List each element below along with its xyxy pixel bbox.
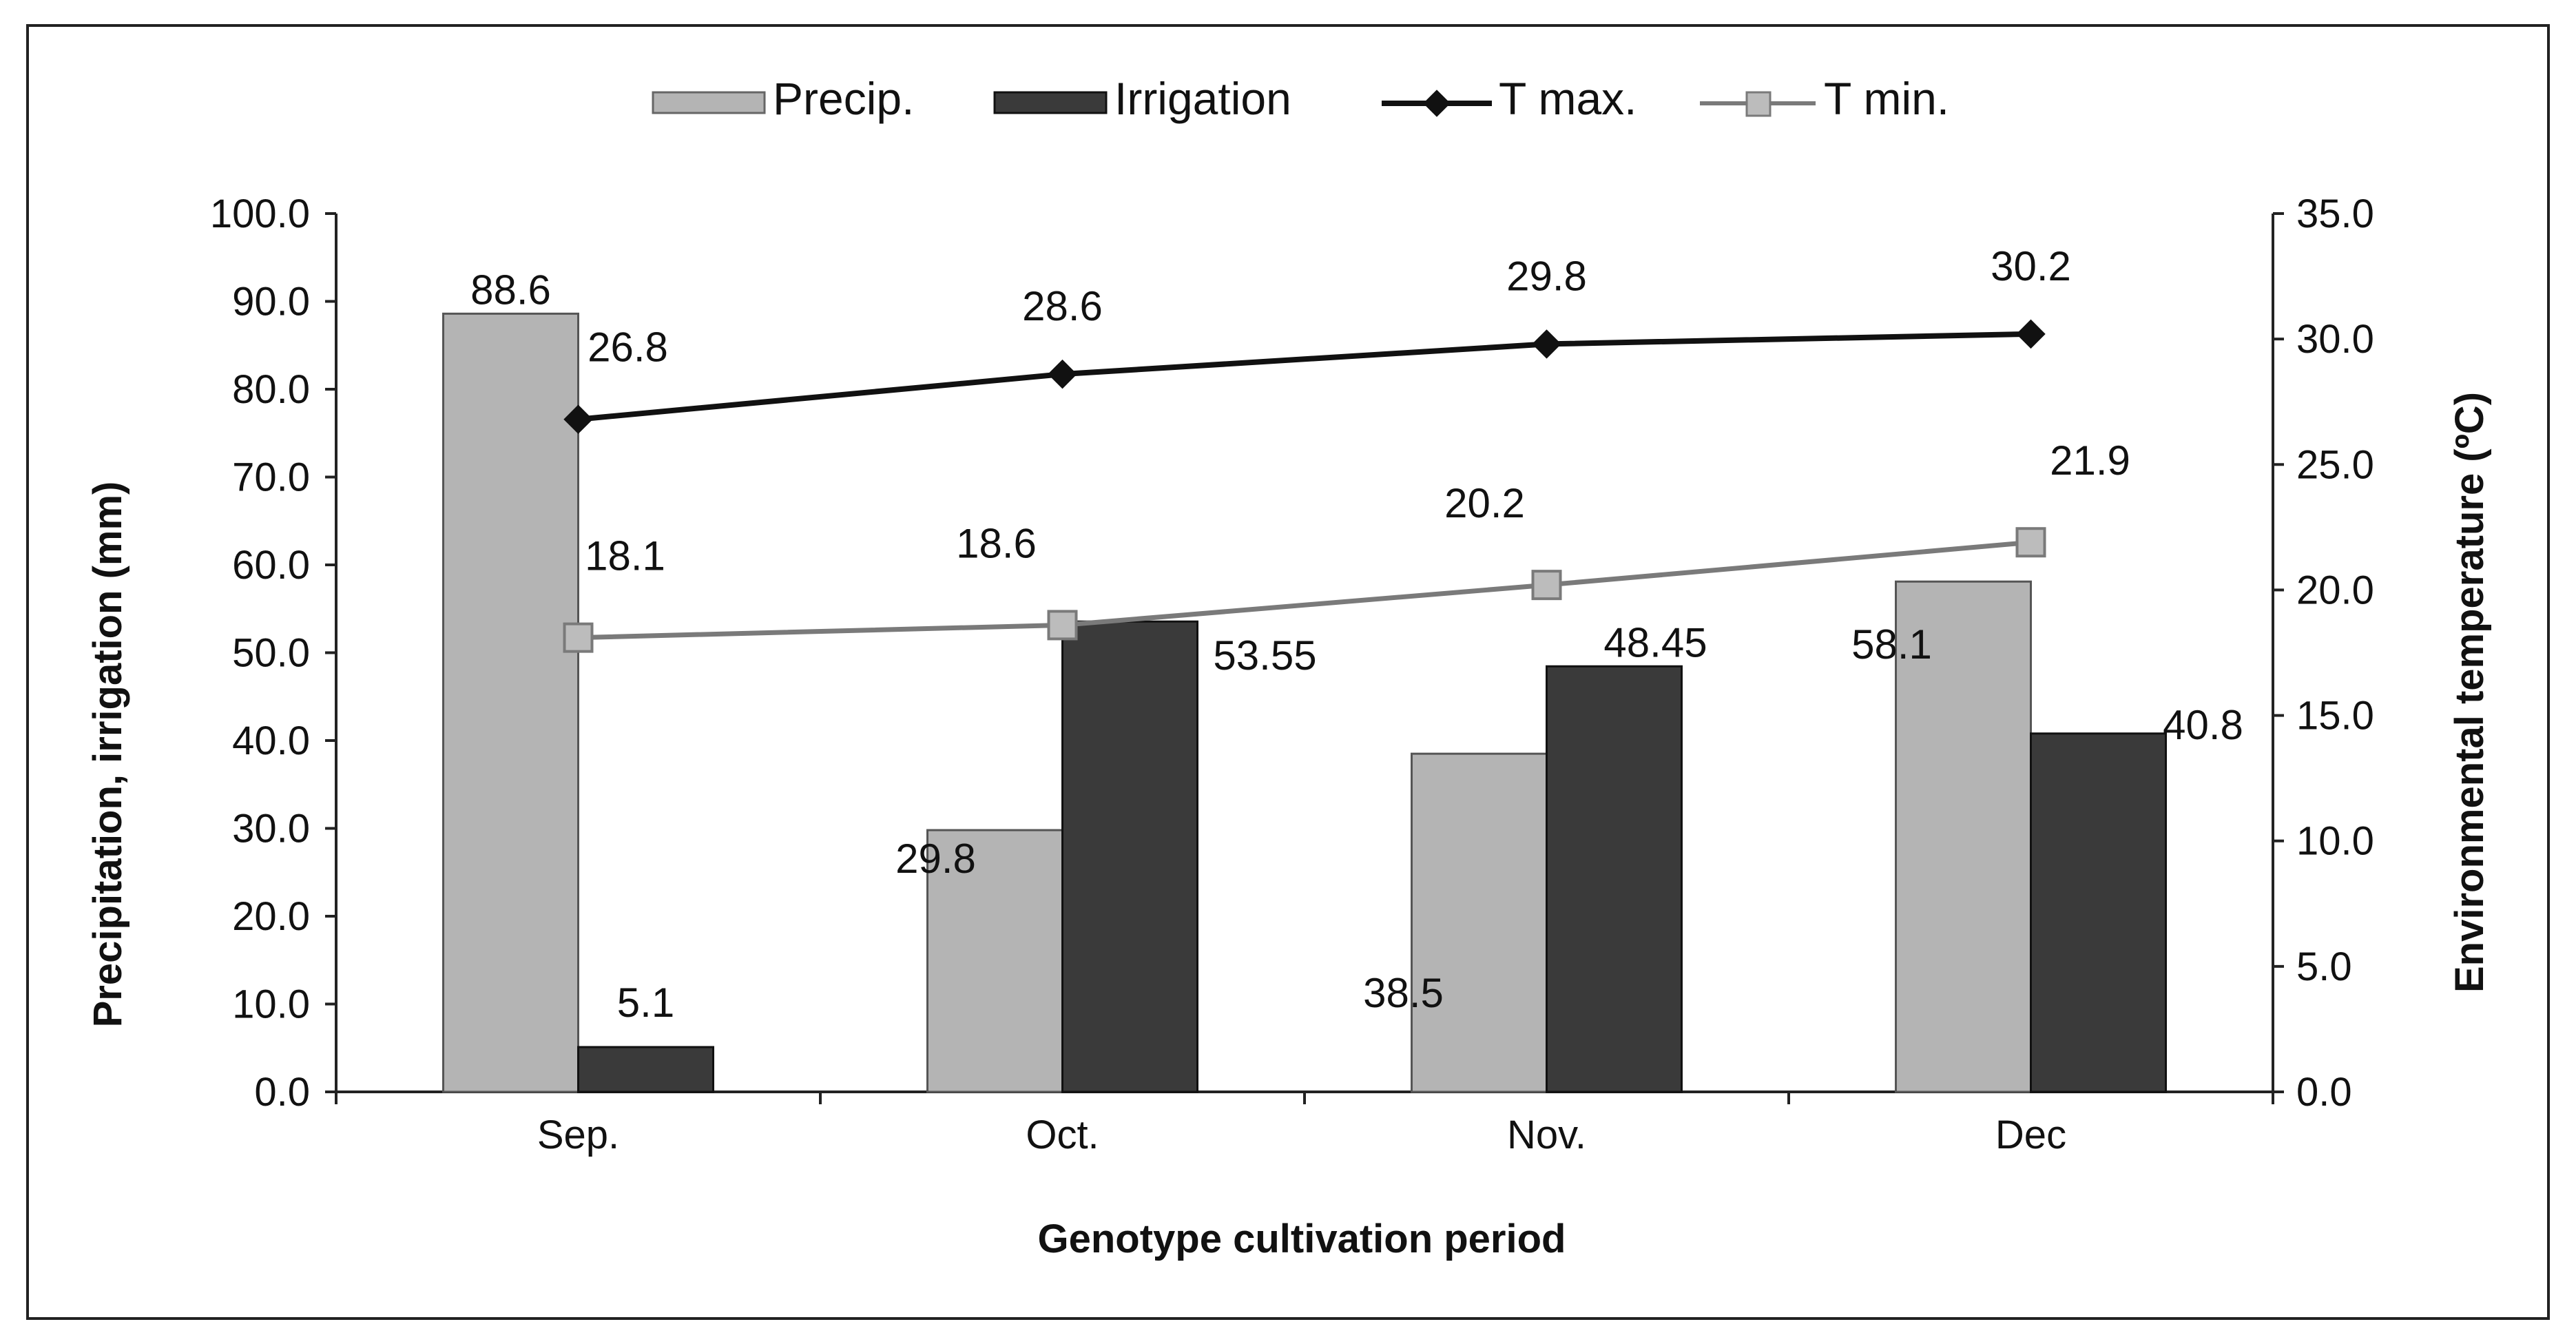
y-tick-label: 40.0 [232, 718, 310, 763]
marker-tmax [1532, 329, 1561, 359]
data-label-irrigation: 5.1 [617, 980, 674, 1026]
y2-tick-label: 25.0 [2296, 442, 2374, 487]
y2-tick-label: 0.0 [2296, 1070, 2352, 1115]
bar-irrigation [1546, 665, 1683, 1093]
legend-label-precip: Precip. [773, 73, 914, 124]
data-label-tmax: 26.8 [588, 324, 668, 371]
legend-marker-tmax [1423, 90, 1451, 117]
y-tick-label: 50.0 [232, 631, 310, 676]
data-label-precip: 88.6 [470, 267, 551, 313]
marker-tmin [563, 622, 594, 653]
lines [563, 319, 2046, 653]
data-label-precip: 38.5 [1363, 970, 1444, 1016]
data-label-tmax: 30.2 [1991, 243, 2071, 289]
y-tick-label: 60.0 [232, 543, 310, 588]
legend: Precip. Irrigation T max. T min. [652, 73, 1949, 124]
data-label-tmin: 18.1 [585, 533, 665, 579]
bar-irrigation [1061, 620, 1198, 1093]
y-tick-label: 0.0 [254, 1070, 310, 1115]
legend-swatch-precip [652, 91, 766, 114]
bar-precip [1411, 752, 1548, 1093]
y-tick-label: 20.0 [232, 894, 310, 939]
y-tick-label: 90.0 [232, 280, 310, 324]
x-tick-label: Dec [1995, 1113, 2066, 1157]
data-label-tmin: 18.6 [956, 520, 1037, 566]
x-tick-label: Nov. [1507, 1113, 1586, 1157]
y-axis-title: Precipitation, irrigation (mm) [85, 482, 130, 1028]
data-label-tmin: 21.9 [2050, 437, 2130, 484]
axes: 0.0 10.0 20.0 30.0 40.0 50.0 60.0 70.0 80.0 90.0 1… [210, 192, 2374, 1157]
legend-label-tmax: T max. [1499, 73, 1637, 124]
marker-tmax [1048, 359, 1077, 389]
bar-precip [442, 312, 579, 1093]
y-tick-label: 30.0 [232, 807, 310, 851]
data-label-tmax: 29.8 [1506, 253, 1587, 299]
legend-label-tmin: T min. [1824, 73, 1949, 124]
y2-axis-title: Environmental temperature (ºC) [2447, 392, 2492, 993]
y2-tick-label: 20.0 [2296, 568, 2374, 612]
x-tick-label: Sep. [537, 1113, 619, 1157]
marker-tmin [2015, 527, 2046, 558]
data-label-precip: 58.1 [1851, 621, 1932, 668]
data-labels: 88.6 5.1 29.8 53.55 38.5 48.45 58.1 40.8 26.8 28.… [470, 243, 2243, 1026]
y-tick-label: 80.0 [232, 367, 310, 412]
data-label-irrigation: 48.45 [1603, 619, 1707, 665]
marker-tmin [1531, 570, 1562, 601]
marker-tmax [2016, 319, 2046, 349]
bar-irrigation [577, 1046, 714, 1093]
bar-irrigation [2030, 732, 2167, 1093]
legend-label-irrigation: Irrigation [1114, 73, 1291, 124]
y-tick-label: 10.0 [232, 982, 310, 1027]
data-label-irrigation: 53.55 [1213, 632, 1316, 679]
legend-swatch-irrigation [993, 91, 1108, 114]
y2-tick-label: 5.0 [2296, 944, 2352, 989]
y2-tick-label: 10.0 [2296, 819, 2374, 864]
y2-tick-label: 30.0 [2296, 317, 2374, 362]
y2-tick-label: 35.0 [2296, 192, 2374, 236]
legend-marker-tmin [1745, 91, 1772, 117]
y2-tick-label: 15.0 [2296, 694, 2374, 738]
bar-precip [926, 829, 1063, 1093]
x-axis-title: Genotype cultivation period [1038, 1217, 1566, 1261]
data-label-tmax: 28.6 [1022, 283, 1103, 329]
y-tick-label: 70.0 [232, 455, 310, 500]
data-label-irrigation: 40.8 [2163, 702, 2243, 748]
line-tmax [578, 331, 2031, 422]
bars [442, 312, 2167, 1093]
marker-tmin [1047, 610, 1078, 641]
line-tmin [578, 539, 2031, 641]
x-tick-label: Oct. [1026, 1113, 1099, 1157]
bar-precip [1895, 580, 2032, 1093]
data-label-precip: 29.8 [895, 836, 976, 882]
data-label-tmin: 20.2 [1444, 480, 1525, 526]
y-tick-label: 100.0 [210, 192, 310, 236]
